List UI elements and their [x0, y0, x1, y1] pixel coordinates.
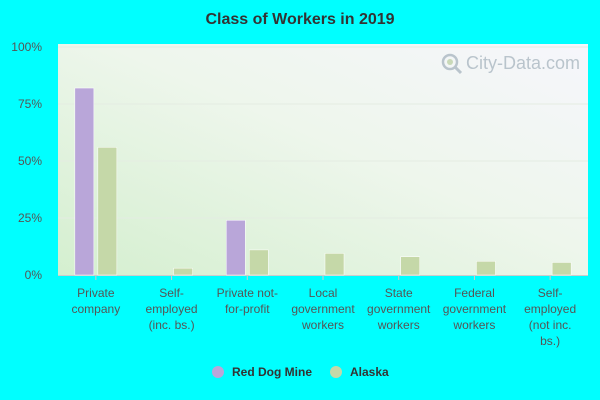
x-tick-label: bs.) [540, 334, 560, 348]
x-tick-label: Self- [538, 286, 563, 300]
x-tick-label: government [443, 302, 507, 316]
x-tick-label: Local [309, 286, 338, 300]
x-tick-label: State [385, 286, 413, 300]
x-tick-label: government [291, 302, 355, 316]
x-tick-label: workers [377, 318, 420, 332]
bars [74, 87, 572, 276]
watermark-text: City-Data.com [466, 53, 580, 73]
x-tick-label: (not inc. [529, 318, 572, 332]
magnifier-icon [441, 53, 463, 75]
x-tick-label: Private [77, 286, 115, 300]
bar-alaska [551, 262, 572, 276]
plot-area [58, 44, 588, 276]
bar-alaska [249, 249, 269, 276]
y-tick-label: 100% [11, 40, 42, 54]
x-tick-label: government [367, 302, 431, 316]
x-tick-label: workers [452, 318, 495, 332]
x-tick-label: for-profit [225, 302, 270, 316]
x-tick-label: Private not- [217, 286, 278, 300]
y-tick-label: 25% [18, 211, 42, 225]
legend-label: Red Dog Mine [232, 365, 312, 379]
y-tick-label: 75% [18, 97, 42, 111]
legend-label: Alaska [350, 365, 389, 379]
bar-alaska [324, 253, 345, 276]
x-tick-label: employed [146, 302, 198, 316]
bar-alaska [97, 147, 118, 276]
x-axis: Private company Self-employed (inc. bs.) Pri… [72, 275, 576, 348]
y-tick-label: 0% [25, 268, 43, 282]
legend-swatch [212, 366, 224, 378]
watermark: City-Data.com [441, 53, 580, 75]
x-tick-label: (inc. bs.) [149, 318, 195, 332]
x-tick-label: Federal [454, 286, 495, 300]
x-tick-label: company [72, 302, 121, 316]
x-tick-label: employed [524, 302, 576, 316]
y-tick-label: 50% [18, 154, 42, 168]
bar-red-dog-mine [74, 87, 95, 276]
bar-alaska [173, 267, 193, 276]
legend-swatch [330, 366, 342, 378]
x-tick-label: workers [301, 318, 344, 332]
x-tick-label: Self- [159, 286, 184, 300]
bar-alaska [400, 256, 420, 276]
bar-alaska [476, 261, 496, 276]
legend: Red Dog Mine Alaska [212, 365, 389, 379]
bar-red-dog-mine [226, 220, 246, 276]
chart-title: Class of Workers in 2019 [205, 11, 394, 28]
y-axis: 0% 25% 50% 75% 100% [11, 40, 42, 282]
